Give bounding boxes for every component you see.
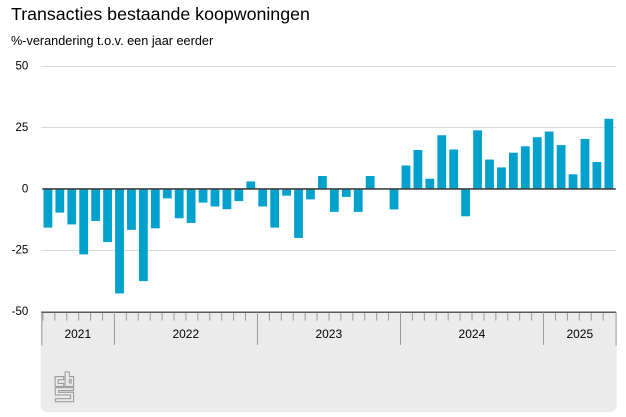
svg-text:0: 0 <box>22 183 28 195</box>
svg-text:2024: 2024 <box>459 327 486 341</box>
svg-text:2025: 2025 <box>566 327 593 341</box>
svg-text:50: 50 <box>16 61 29 73</box>
svg-text:25: 25 <box>16 122 29 134</box>
svg-text:-50: -50 <box>12 306 29 318</box>
svg-text:-25: -25 <box>12 245 29 257</box>
svg-text:2023: 2023 <box>315 327 342 341</box>
svg-text:2021: 2021 <box>64 327 91 341</box>
svg-text:2022: 2022 <box>172 327 199 341</box>
